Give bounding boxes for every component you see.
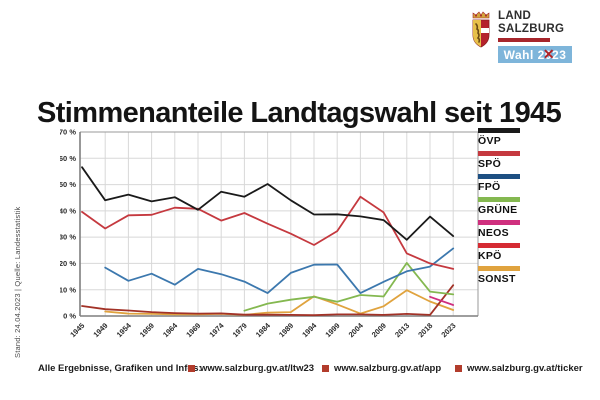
series-fpö: [104, 247, 455, 294]
svg-text:1969: 1969: [184, 321, 202, 339]
svg-text:1964: 1964: [161, 320, 180, 339]
legend-swatch-spö: [478, 151, 520, 156]
logo-text-salzburg: SALZBURG: [498, 22, 565, 35]
logo-red-bar: [498, 38, 550, 42]
legend-item-sonst: SONST: [478, 266, 570, 285]
legend-item-grüne: GRÜNE: [478, 197, 570, 216]
svg-text:1945: 1945: [68, 321, 86, 339]
legend-swatch-sonst: [478, 266, 520, 271]
legend-label-neos: NEOS: [478, 227, 509, 239]
footer-url[interactable]: www.salzburg.gv.at/ltw23: [200, 363, 315, 374]
svg-text:1984: 1984: [254, 320, 273, 339]
svg-text:2009: 2009: [370, 321, 388, 339]
page-title: Stimmenanteile Landtagswahl seit 1945: [37, 97, 562, 130]
legend-label-sonst: SONST: [478, 273, 516, 285]
svg-text:40 %: 40 %: [60, 206, 76, 215]
svg-text:50 %: 50 %: [60, 180, 76, 189]
salzburg-coat-of-arms-icon: [472, 11, 490, 48]
land-salzburg-logo: LAND SALZBURG Wahl 2 0 ✕ 23: [468, 10, 572, 63]
legend-swatch-fpö: [478, 174, 520, 179]
svg-text:1989: 1989: [277, 321, 295, 339]
svg-text:2018: 2018: [416, 321, 434, 339]
legend-item-kpö: KPÖ: [478, 243, 570, 262]
x-axis-labels: 1945 1949 1954 1959 1964 1969 1974 1979 1984 1989…: [68, 320, 457, 339]
series-neos: [429, 295, 455, 306]
badge-text-prefix: Wahl 2: [503, 47, 545, 62]
series-sonst: [104, 289, 455, 316]
red-square-bullet-icon: [455, 365, 462, 372]
ballot-cross-icon: ✕: [542, 45, 556, 62]
legend-item-spö: SPÖ: [478, 151, 570, 170]
legend: ÖVP SPÖ FPÖ GRÜNE NEOS KPÖ SONST: [478, 128, 570, 289]
footer-link-app[interactable]: www.salzburg.gv.at/app: [322, 363, 441, 374]
legend-item-neos: NEOS: [478, 220, 570, 239]
svg-text:1959: 1959: [138, 321, 156, 339]
vote-share-line-chart: 0 % 10 % 20 % 30 % 40 % 50 % 60 % 70 % 1945 1949 1…: [60, 128, 479, 339]
svg-text:20 %: 20 %: [60, 259, 76, 268]
footer-url[interactable]: www.salzburg.gv.at/ticker: [467, 363, 583, 374]
legend-label-spö: SPÖ: [478, 158, 502, 170]
gridlines: [80, 132, 478, 316]
legend-label-övp: ÖVP: [478, 135, 502, 147]
wahl-2023-badge: Wahl 2 0 ✕ 23: [498, 46, 572, 63]
legend-label-grüne: GRÜNE: [478, 204, 518, 216]
svg-text:1949: 1949: [91, 321, 109, 339]
badge-text-suffix: 23: [552, 47, 567, 62]
logo-text-land: LAND: [498, 10, 532, 22]
badge-zero: 0 ✕: [542, 45, 556, 62]
svg-text:60 %: 60 %: [60, 154, 76, 163]
legend-item-fpö: FPÖ: [478, 174, 570, 193]
legend-item-övp: ÖVP: [478, 128, 570, 147]
svg-text:2004: 2004: [347, 320, 366, 339]
legend-swatch-övp: [478, 128, 520, 133]
source-caption: Stand: 24.04.2023 | Quelle: Landesstatis…: [13, 206, 22, 358]
footer-link-ticker[interactable]: www.salzburg.gv.at/ticker: [455, 363, 583, 374]
footer-url[interactable]: www.salzburg.gv.at/app: [334, 363, 442, 374]
svg-text:1979: 1979: [231, 321, 249, 339]
legend-swatch-grüne: [478, 197, 520, 202]
svg-text:1954: 1954: [115, 320, 134, 339]
series-kpö: [81, 284, 455, 317]
footer-label: Alle Ergebnisse, Grafiken und Infos:: [38, 363, 202, 374]
legend-swatch-neos: [478, 220, 520, 225]
svg-text:10 %: 10 %: [60, 285, 76, 294]
footer-link-ltw23[interactable]: www.salzburg.gv.at/ltw23: [188, 363, 314, 374]
svg-text:2023: 2023: [439, 321, 457, 339]
svg-text:1994: 1994: [300, 320, 319, 339]
series-grüne: [243, 262, 455, 312]
svg-text:1999: 1999: [323, 321, 341, 339]
red-square-bullet-icon: [322, 365, 329, 372]
svg-text:30 %: 30 %: [60, 233, 76, 242]
series-övp: [81, 166, 455, 241]
legend-label-fpö: FPÖ: [478, 181, 501, 193]
svg-text:0 %: 0 %: [63, 312, 76, 321]
svg-text:2013: 2013: [393, 321, 411, 339]
legend-swatch-kpö: [478, 243, 520, 248]
legend-label-kpö: KPÖ: [478, 250, 502, 262]
svg-text:1974: 1974: [207, 320, 226, 339]
red-square-bullet-icon: [188, 365, 195, 372]
svg-text:70 %: 70 %: [60, 128, 76, 137]
y-axis-labels: 0 % 10 % 20 % 30 % 40 % 50 % 60 % 70 %: [60, 128, 76, 321]
